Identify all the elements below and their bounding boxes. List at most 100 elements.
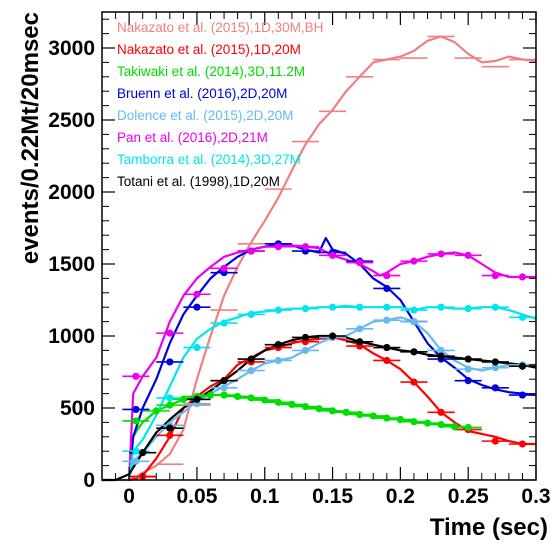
data-point [274,341,282,349]
data-point [247,366,255,375]
data-point [491,384,499,392]
data-point [410,418,418,426]
data-point [464,251,472,259]
legend-entry: Bruenn et al. (2016),2D,20M [117,86,287,101]
data-point [464,305,472,313]
data-point [220,384,228,392]
data-point [518,440,527,448]
data-point [220,264,228,272]
data-point [220,319,228,327]
y-tick-label: 2500 [48,109,95,132]
data-point [410,306,418,314]
data-point [328,407,337,415]
legend-entry: Nakazato et al. (2015),1D,20M [117,42,301,57]
data-point [288,400,296,408]
data-point [437,408,445,416]
x-tick-label: 0.2 [386,485,415,508]
data-point [356,410,364,419]
legend-entry: Dolence et al. (2015),2D,20M [117,108,293,123]
data-point [356,325,364,333]
legend-entry: Takiwaki et al. (2014),3D,11.2M [117,64,305,79]
data-point [369,412,377,420]
data-point [132,447,140,455]
data-point [342,408,350,416]
data-point [179,395,187,403]
data-point [491,303,499,311]
data-point [132,417,140,425]
data-point [437,420,445,429]
data-point [464,365,472,373]
legend-entry: Totani et al. (1998),1D,20M [117,174,280,189]
data-point [328,303,337,311]
axis-ticks: 0 0.05 0.1 0.15 0.2 0.25 0.3 0 500 1000 1500 2000 25… [48,12,551,508]
data-point [383,284,391,293]
data-point [166,329,174,337]
data-point [383,271,391,280]
series-line [102,35,537,482]
series-line [128,304,537,481]
data-point [274,398,282,406]
data-point [139,449,147,457]
series-line [128,393,469,481]
data-point [356,258,364,267]
legend: Nakazato et al. (2015),1D,30M,BH Nakazato… [117,20,323,189]
y-tick-label: 500 [60,397,95,420]
x-tick-label: 0.3 [521,485,550,508]
series-markers [132,240,527,480]
data-point [328,251,337,259]
data-point [301,243,310,251]
data-point [518,391,527,399]
data-point [301,346,310,354]
data-point [356,303,364,311]
y-tick-label: 1500 [48,253,95,276]
x-tick-label: 0.1 [250,485,280,508]
data-point [315,405,323,413]
data-point [301,402,310,411]
data-point [301,305,310,313]
data-point [274,306,282,314]
data-point [132,457,140,465]
x-tick-label: 0.05 [177,485,218,508]
y-axis-title: events/0.22Mt/20msec [17,12,44,264]
data-point [220,377,228,385]
data-point [410,257,418,265]
data-point [247,355,255,363]
data-point [193,395,201,403]
data-point [132,372,140,380]
data-point [247,310,255,318]
data-point [437,346,445,354]
data-point [328,332,337,340]
data-point [166,424,174,432]
data-point [132,405,140,414]
data-point [166,401,174,409]
data-point [491,358,499,366]
data-point [410,318,418,326]
data-point [451,423,459,431]
data-point [193,290,201,298]
data-point [491,437,499,445]
y-tick-label: 2000 [48,181,95,204]
x-tick-label: 0 [123,485,135,508]
data-point [491,271,499,280]
data-point [261,396,269,404]
y-tick-label: 0 [83,469,95,492]
data-point [518,273,527,281]
data-point [464,355,472,363]
data-point [383,303,391,311]
data-point [193,343,201,352]
series-line [128,237,537,481]
data-point [166,431,174,439]
legend-entry: Nakazato et al. (2015),1D,30M,BH [117,20,323,35]
data-point [234,392,242,401]
data-point [423,419,432,427]
data-point [166,394,174,402]
data-point [383,343,391,352]
x-axis-title: Time (sec) [430,514,548,541]
data-point [206,391,215,399]
legend-entry: Tamborra et al. (2014),3D,27M [117,152,301,167]
data-point [356,338,364,346]
series-curves [102,35,537,482]
data-point [396,415,404,424]
data-point [464,377,472,385]
